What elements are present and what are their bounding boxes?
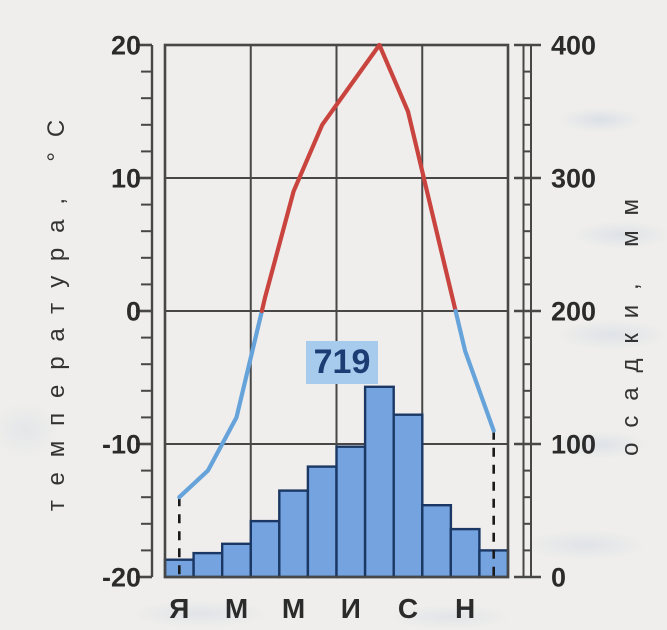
month-tick-label: М (282, 593, 305, 624)
month-tick-label: С (398, 593, 418, 624)
month-tick-label: Н (455, 593, 475, 624)
temperature-tick-label: -10 (102, 430, 141, 460)
precipitation-tick-label: 0 (551, 563, 566, 593)
temperature-tick-label: -20 (102, 563, 141, 593)
precipitation-bar (220, 542, 252, 579)
month-tick-label: М (225, 593, 248, 624)
precipitation-bar (363, 385, 395, 579)
precipitation-bar (449, 527, 481, 579)
precipitation-tick-label: 200 (551, 297, 596, 327)
precipitation-bar (278, 489, 310, 579)
month-tick-label: И (341, 593, 361, 624)
precipitation-tick-label: 100 (551, 430, 596, 460)
precipitation-bar (335, 445, 367, 579)
precipitation-bar (421, 504, 453, 579)
precipitation-bar (249, 519, 281, 579)
temperature-line-cold (453, 308, 496, 433)
temperature-tick-label: 10 (111, 164, 141, 194)
precipitation-tick-label: 300 (551, 164, 596, 194)
plot-border (163, 43, 510, 579)
precipitation-bar (306, 465, 338, 579)
precipitation-tick-label: 400 (551, 31, 596, 61)
precipitation-bar (392, 413, 424, 579)
temperature-line-cold (177, 308, 264, 500)
annual-precipitation-badge: 719 (306, 341, 378, 384)
temperature-tick-label: 0 (126, 297, 141, 327)
precipitation-bar (192, 551, 224, 579)
temperature-tick-label: 20 (111, 31, 141, 61)
temperature-line-warm (259, 42, 458, 314)
month-tick-label: Я (169, 593, 189, 624)
